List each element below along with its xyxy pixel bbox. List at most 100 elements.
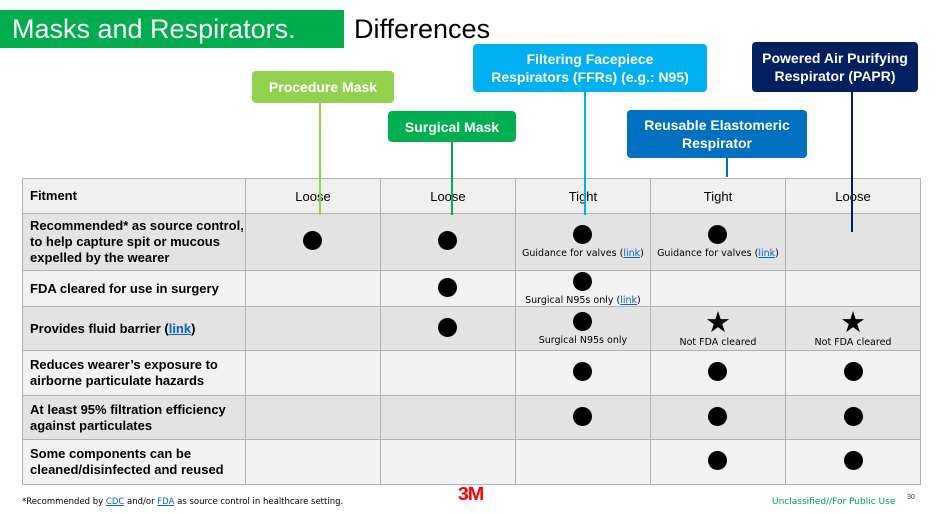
star-icon: ★ <box>840 306 866 339</box>
table-cell <box>245 395 381 440</box>
row-label-text: At least 95% filtration efficiency again… <box>30 401 226 433</box>
table-cell: Surgical N95s only (link) <box>514 270 651 307</box>
row-label: Reduces wearer’s exposure to airborne pa… <box>22 350 246 396</box>
row-label-text: Recommended* as source control, to help … <box>30 218 244 265</box>
row-label: FDA cleared for use in surgery <box>22 270 246 307</box>
connector-papr <box>851 92 853 232</box>
table-cell: Surgical N95s only <box>514 306 651 351</box>
table-cell <box>785 350 921 396</box>
callout-ffr: Filtering Facepiece Respirators (FFRs) (… <box>473 44 707 92</box>
table-cell <box>785 270 921 307</box>
filled-circle-icon <box>843 362 863 381</box>
table-cell: ★ Not FDA cleared <box>649 306 787 351</box>
table-cell <box>785 395 921 440</box>
table-cell <box>514 439 651 485</box>
connector-ffr <box>584 92 586 215</box>
3m-logo: 3M <box>457 484 484 504</box>
cdc-link[interactable]: CDC <box>105 497 125 507</box>
table-cell <box>514 395 651 440</box>
note-link[interactable]: link <box>758 248 776 259</box>
filled-circle-icon <box>573 225 593 244</box>
fitment-cell: Tight <box>514 178 651 214</box>
fitment-cell: Loose <box>785 178 921 214</box>
note-text: Not FDA cleared <box>814 336 892 348</box>
title-banner: Masks and Respirators. <box>0 10 344 48</box>
table-row: Some components can be cleaned/disinfect… <box>22 439 921 485</box>
filled-circle-icon <box>438 231 458 250</box>
table-cell <box>379 439 516 485</box>
filled-circle-icon <box>708 406 728 426</box>
filled-circle-icon <box>573 311 593 331</box>
callout-procedure-mask: Procedure Mask <box>252 71 394 103</box>
filled-circle-icon <box>708 362 728 381</box>
table-cell: ★ Not FDA cleared <box>785 306 921 351</box>
table-header-row: Fitment Loose Loose Tight Tight Loose <box>22 178 921 214</box>
footnote-text: as source control in healthcare setting. <box>174 497 344 507</box>
cell-note: Surgical N95s only (link) <box>516 295 650 306</box>
table-cell <box>245 213 381 271</box>
cell-note: Surgical N95s only <box>516 335 650 346</box>
fitment-cell: Tight <box>649 178 787 214</box>
row-label: Some components can be cleaned/disinfect… <box>22 439 246 485</box>
cell-note: Guidance for valves (link) <box>651 248 785 259</box>
row-label: Recommended* as source control, to help … <box>22 213 246 271</box>
table-cell <box>245 270 381 307</box>
table-row: Recommended* as source control, to help … <box>22 213 921 271</box>
note-text: Guidance for valves ( <box>657 248 759 259</box>
note-text: ) <box>640 248 644 259</box>
callout-reusable-elastomeric: Reusable Elastomeric Respirator <box>627 110 807 158</box>
star-icon: ★ <box>704 306 731 339</box>
row-label: Fitment <box>22 178 246 214</box>
cell-note: Not FDA cleared <box>651 337 785 348</box>
row-label-text: Reduces wearer’s exposure to airborne pa… <box>30 357 218 388</box>
fitment-cell: Loose <box>245 178 381 214</box>
fda-link[interactable]: FDA <box>157 497 175 507</box>
footnote-text: *Recommended by <box>22 497 106 507</box>
table-row: Provides fluid barrier (link) Surgical N9… <box>22 306 921 351</box>
table-cell <box>379 213 516 271</box>
table-cell <box>245 350 381 396</box>
table-row: FDA cleared for use in surgery Surgical N… <box>22 270 921 307</box>
note-link[interactable]: link <box>620 294 638 306</box>
filled-circle-icon <box>438 317 458 337</box>
table-cell <box>649 270 787 307</box>
footnote: *Recommended by CDC and/or FDA as source… <box>22 497 343 507</box>
note-text: Surgical N95s only <box>538 334 628 346</box>
table-cell <box>379 395 516 440</box>
table-cell <box>649 439 787 485</box>
row-label-text: FDA cleared for use in surgery <box>30 280 219 296</box>
table-cell <box>379 306 516 351</box>
table-cell: Guidance for valves (link) <box>649 213 787 271</box>
footnote-text: and/or <box>124 497 158 507</box>
cell-note: Guidance for valves (link) <box>516 248 650 259</box>
filled-circle-icon <box>843 451 863 470</box>
filled-circle-icon <box>843 406 863 426</box>
row-label-text: Provides fluid barrier ( <box>30 320 169 336</box>
filled-circle-icon <box>573 271 593 291</box>
filled-circle-icon <box>708 225 728 244</box>
row-label: At least 95% filtration efficiency again… <box>22 395 246 440</box>
table-cell <box>379 350 516 396</box>
row-label-text: Some components can be cleaned/disinfect… <box>30 446 224 477</box>
filled-circle-icon <box>438 277 458 297</box>
note-text: Not FDA cleared <box>679 336 757 348</box>
page-title: Masks and Respirators. <box>12 14 296 44</box>
filled-circle-icon <box>573 362 593 381</box>
table-cell <box>245 306 381 351</box>
note-text: Surgical N95s only ( <box>525 294 621 306</box>
cell-note: Not FDA cleared <box>786 337 920 348</box>
note-text: Guidance for valves ( <box>522 248 624 259</box>
page-subtitle: Differences <box>354 14 491 44</box>
table-cell <box>649 350 787 396</box>
table-cell <box>245 439 381 485</box>
table-row: Reduces wearer’s exposure to airborne pa… <box>22 350 921 396</box>
page-number: 30 <box>907 494 915 501</box>
classification-label: Unclassified//For Public Use <box>772 497 896 507</box>
fluid-barrier-link[interactable]: link <box>168 320 192 336</box>
note-text: ) <box>637 294 641 306</box>
table-row: At least 95% filtration efficiency again… <box>22 395 921 440</box>
filled-circle-icon <box>573 406 593 426</box>
note-link[interactable]: link <box>623 248 641 259</box>
filled-circle-icon <box>708 451 728 470</box>
row-label: Provides fluid barrier (link) <box>22 306 246 351</box>
